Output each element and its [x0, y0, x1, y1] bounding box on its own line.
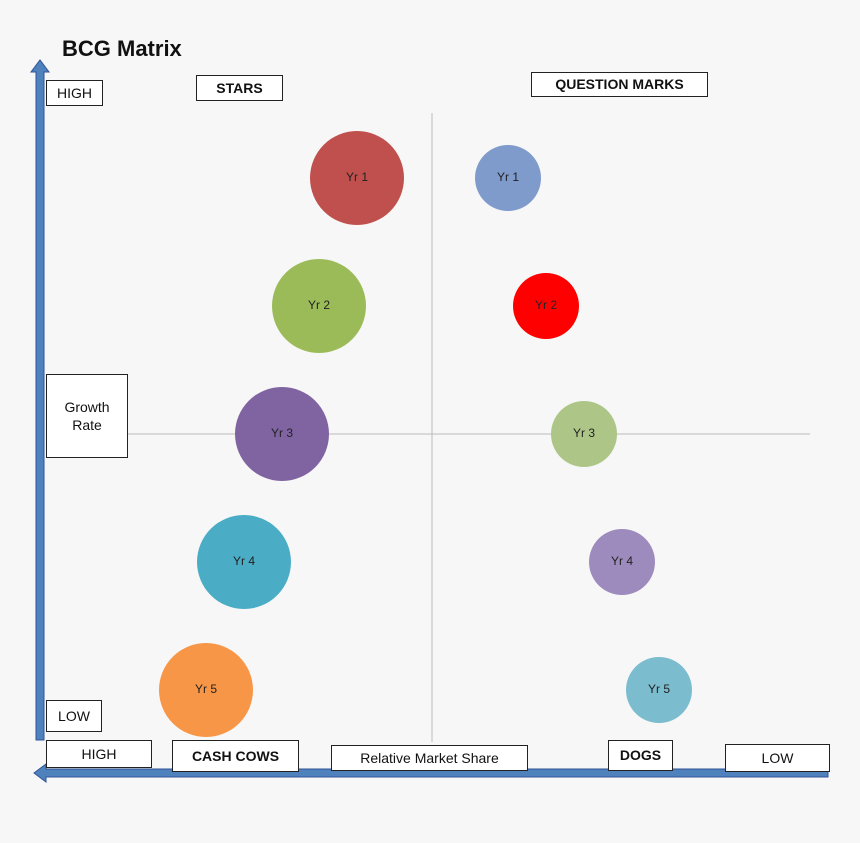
title: BCG Matrix: [62, 36, 182, 61]
y-axis-arrow: [30, 59, 50, 741]
bubble-label: Yr 1: [346, 170, 368, 184]
bubble: [235, 387, 329, 481]
y-axis-label: Growth Rate: [46, 374, 128, 458]
y-low: LOW: [46, 700, 102, 732]
x-axis-label: Relative Market Share: [331, 745, 528, 771]
dogs-label: DOGS: [608, 740, 673, 771]
bubble: [310, 131, 404, 225]
bubble: [272, 259, 366, 353]
bubbles: Yr 1 Yr 2 Yr 3 Yr 4 Yr 5 Yr 1 Yr 2 Yr 3 Yr 4 Yr 5: [159, 131, 692, 737]
bubble: [159, 643, 253, 737]
y-high: HIGH: [46, 80, 103, 106]
bubble: [475, 145, 541, 211]
x-low: LOW: [725, 744, 830, 772]
bubble-label: Yr 1: [497, 170, 519, 184]
cash-cows-label: CASH COWS: [172, 740, 299, 772]
stars-label: STARS: [196, 75, 283, 101]
bubble-label: Yr 4: [233, 554, 255, 568]
bubble-label: Yr 5: [648, 682, 670, 696]
bubble-label: Yr 2: [308, 298, 330, 312]
bubble: [626, 657, 692, 723]
bubble: [513, 273, 579, 339]
bubble-label: Yr 5: [195, 682, 217, 696]
bubble: [197, 515, 291, 609]
bubble-label: Yr 3: [271, 426, 293, 440]
bubble-label: Yr 3: [573, 426, 595, 440]
bubble: [551, 401, 617, 467]
x-axis-arrow: [33, 763, 829, 783]
question-marks-label: QUESTION MARKS: [531, 72, 708, 97]
bubble-label: Yr 2: [535, 298, 557, 312]
bubble-label: Yr 4: [611, 554, 633, 568]
x-high: HIGH: [46, 740, 152, 768]
bubble: [589, 529, 655, 595]
